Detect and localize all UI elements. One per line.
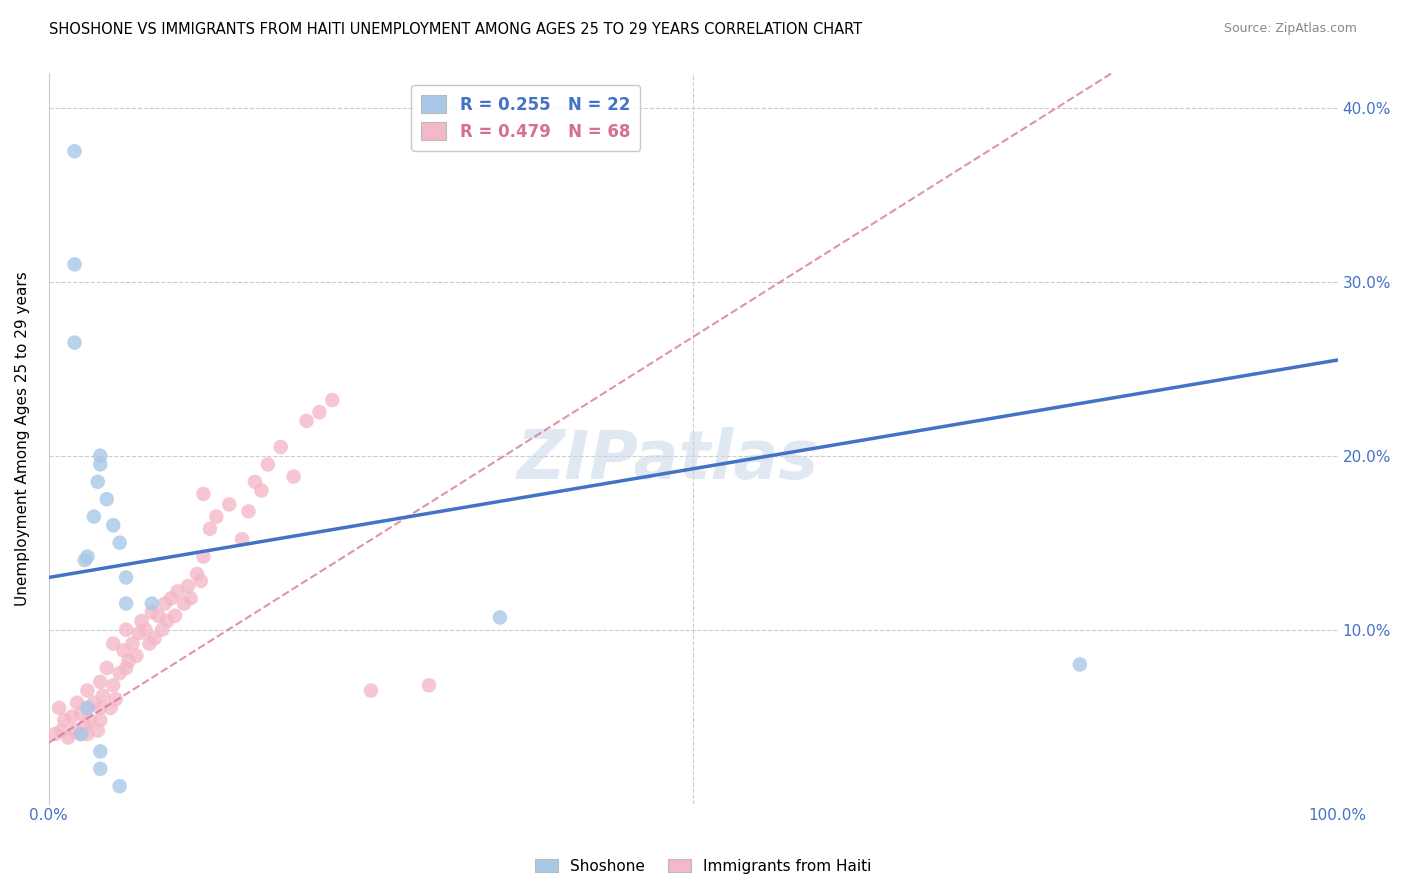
Point <box>53 713 76 727</box>
Legend: Shoshone, Immigrants from Haiti: Shoshone, Immigrants from Haiti <box>529 853 877 880</box>
Point <box>283 469 305 483</box>
Point <box>141 597 163 611</box>
Point <box>180 591 202 606</box>
Point <box>118 654 141 668</box>
Point <box>63 723 86 738</box>
Point <box>134 623 156 637</box>
Point <box>112 643 135 657</box>
Point <box>166 584 188 599</box>
Point <box>89 744 111 758</box>
Point <box>160 591 183 606</box>
Point <box>193 549 215 564</box>
Point <box>73 553 96 567</box>
Point <box>257 458 280 472</box>
Point <box>87 475 110 489</box>
Point <box>51 723 73 738</box>
Point <box>63 335 86 350</box>
Point <box>66 696 89 710</box>
Point <box>489 610 512 624</box>
Point <box>108 779 131 793</box>
Point <box>76 549 98 564</box>
Point <box>193 487 215 501</box>
Point <box>70 727 93 741</box>
Text: SHOSHONE VS IMMIGRANTS FROM HAITI UNEMPLOYMENT AMONG AGES 25 TO 29 YEARS CORRELA: SHOSHONE VS IMMIGRANTS FROM HAITI UNEMPL… <box>49 22 862 37</box>
Point <box>89 701 111 715</box>
Point <box>76 727 98 741</box>
Point <box>76 683 98 698</box>
Point <box>91 689 114 703</box>
Point <box>115 623 138 637</box>
Point <box>87 723 110 738</box>
Point <box>218 497 240 511</box>
Point <box>165 608 187 623</box>
Point <box>321 392 343 407</box>
Point <box>205 509 228 524</box>
Text: ZIPatlas: ZIPatlas <box>516 427 818 493</box>
Point <box>150 623 173 637</box>
Point <box>89 713 111 727</box>
Point <box>238 504 260 518</box>
Point <box>89 449 111 463</box>
Point <box>115 661 138 675</box>
Point <box>96 661 118 675</box>
Point <box>138 636 160 650</box>
Point <box>70 727 93 741</box>
Point <box>60 709 83 723</box>
Point <box>83 509 105 524</box>
Text: Source: ZipAtlas.com: Source: ZipAtlas.com <box>1223 22 1357 36</box>
Point <box>270 440 292 454</box>
Point <box>250 483 273 498</box>
Point <box>103 678 125 692</box>
Point <box>115 597 138 611</box>
Point <box>89 762 111 776</box>
Point <box>190 574 212 588</box>
Point <box>243 475 266 489</box>
Point <box>121 636 143 650</box>
Point <box>83 696 105 710</box>
Point <box>177 579 200 593</box>
Point <box>131 614 153 628</box>
Point <box>89 458 111 472</box>
Point <box>308 405 330 419</box>
Point <box>418 678 440 692</box>
Point <box>231 532 253 546</box>
Point <box>103 636 125 650</box>
Point <box>48 701 70 715</box>
Point <box>96 492 118 507</box>
Point <box>153 597 176 611</box>
Point <box>44 727 66 741</box>
Point <box>198 522 221 536</box>
Point <box>143 632 166 646</box>
Point <box>186 566 208 581</box>
Point <box>70 706 93 721</box>
Point <box>156 614 179 628</box>
Point <box>115 570 138 584</box>
Point <box>76 701 98 715</box>
Point <box>108 666 131 681</box>
Point <box>63 145 86 159</box>
Point <box>1069 657 1091 672</box>
Point <box>173 597 195 611</box>
Point <box>73 718 96 732</box>
Point <box>108 535 131 549</box>
Point <box>125 648 148 663</box>
Point <box>128 626 150 640</box>
Point <box>79 713 101 727</box>
Legend: R = 0.255   N = 22, R = 0.479   N = 68: R = 0.255 N = 22, R = 0.479 N = 68 <box>412 85 640 151</box>
Point <box>89 674 111 689</box>
Point <box>104 692 127 706</box>
Point <box>56 731 79 745</box>
Point <box>63 257 86 271</box>
Point <box>76 701 98 715</box>
Point <box>103 518 125 533</box>
Point <box>141 605 163 619</box>
Point <box>360 683 382 698</box>
Point <box>148 608 170 623</box>
Y-axis label: Unemployment Among Ages 25 to 29 years: Unemployment Among Ages 25 to 29 years <box>15 271 30 606</box>
Point <box>295 414 318 428</box>
Point <box>100 701 122 715</box>
